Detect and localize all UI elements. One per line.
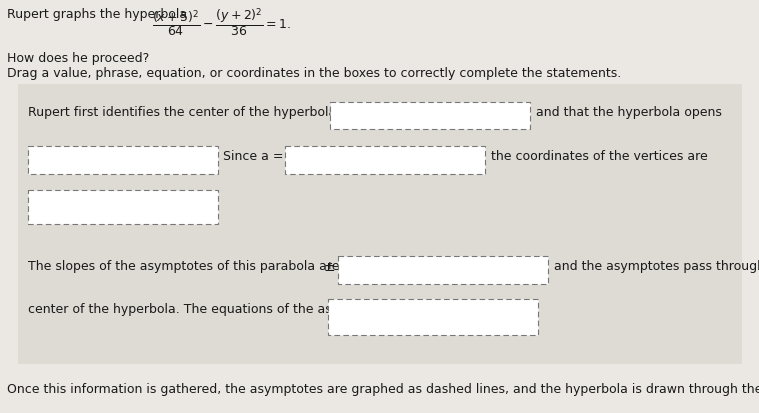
Text: $\pm$: $\pm$ [323,259,335,273]
Bar [328,299,538,335]
Bar [338,256,548,284]
Text: $\dfrac{(x+5)^2}{64} - \dfrac{(y+2)^2}{36} = 1.$: $\dfrac{(x+5)^2}{64} - \dfrac{(y+2)^2}{3… [152,6,291,38]
Text: Rupert first identifies the center of the hyperbola as: Rupert first identifies the center of th… [28,106,354,119]
Text: and the asymptotes pass through the: and the asymptotes pass through the [554,259,759,272]
Bar [18,85,742,364]
Bar [285,147,485,175]
Text: center of the hyperbola. The equations of the asymptotes are: center of the hyperbola. The equations o… [28,302,415,315]
Text: How does he proceed?: How does he proceed? [7,52,150,65]
Text: Since a =: Since a = [223,150,284,163]
Text: and that the hyperbola opens: and that the hyperbola opens [536,106,722,119]
Text: Once this information is gathered, the asymptotes are graphed as dashed lines, a: Once this information is gathered, the a… [7,382,759,395]
Text: the coordinates of the vertices are: the coordinates of the vertices are [491,150,707,163]
Bar [28,190,218,224]
Text: Rupert graphs the hyperbola: Rupert graphs the hyperbola [7,8,187,21]
Text: Drag a value, phrase, equation, or coordinates in the boxes to correctly complet: Drag a value, phrase, equation, or coord… [7,67,622,80]
Text: The slopes of the asymptotes of this parabola are: The slopes of the asymptotes of this par… [28,259,339,272]
Bar [330,103,530,130]
Bar [28,147,218,175]
